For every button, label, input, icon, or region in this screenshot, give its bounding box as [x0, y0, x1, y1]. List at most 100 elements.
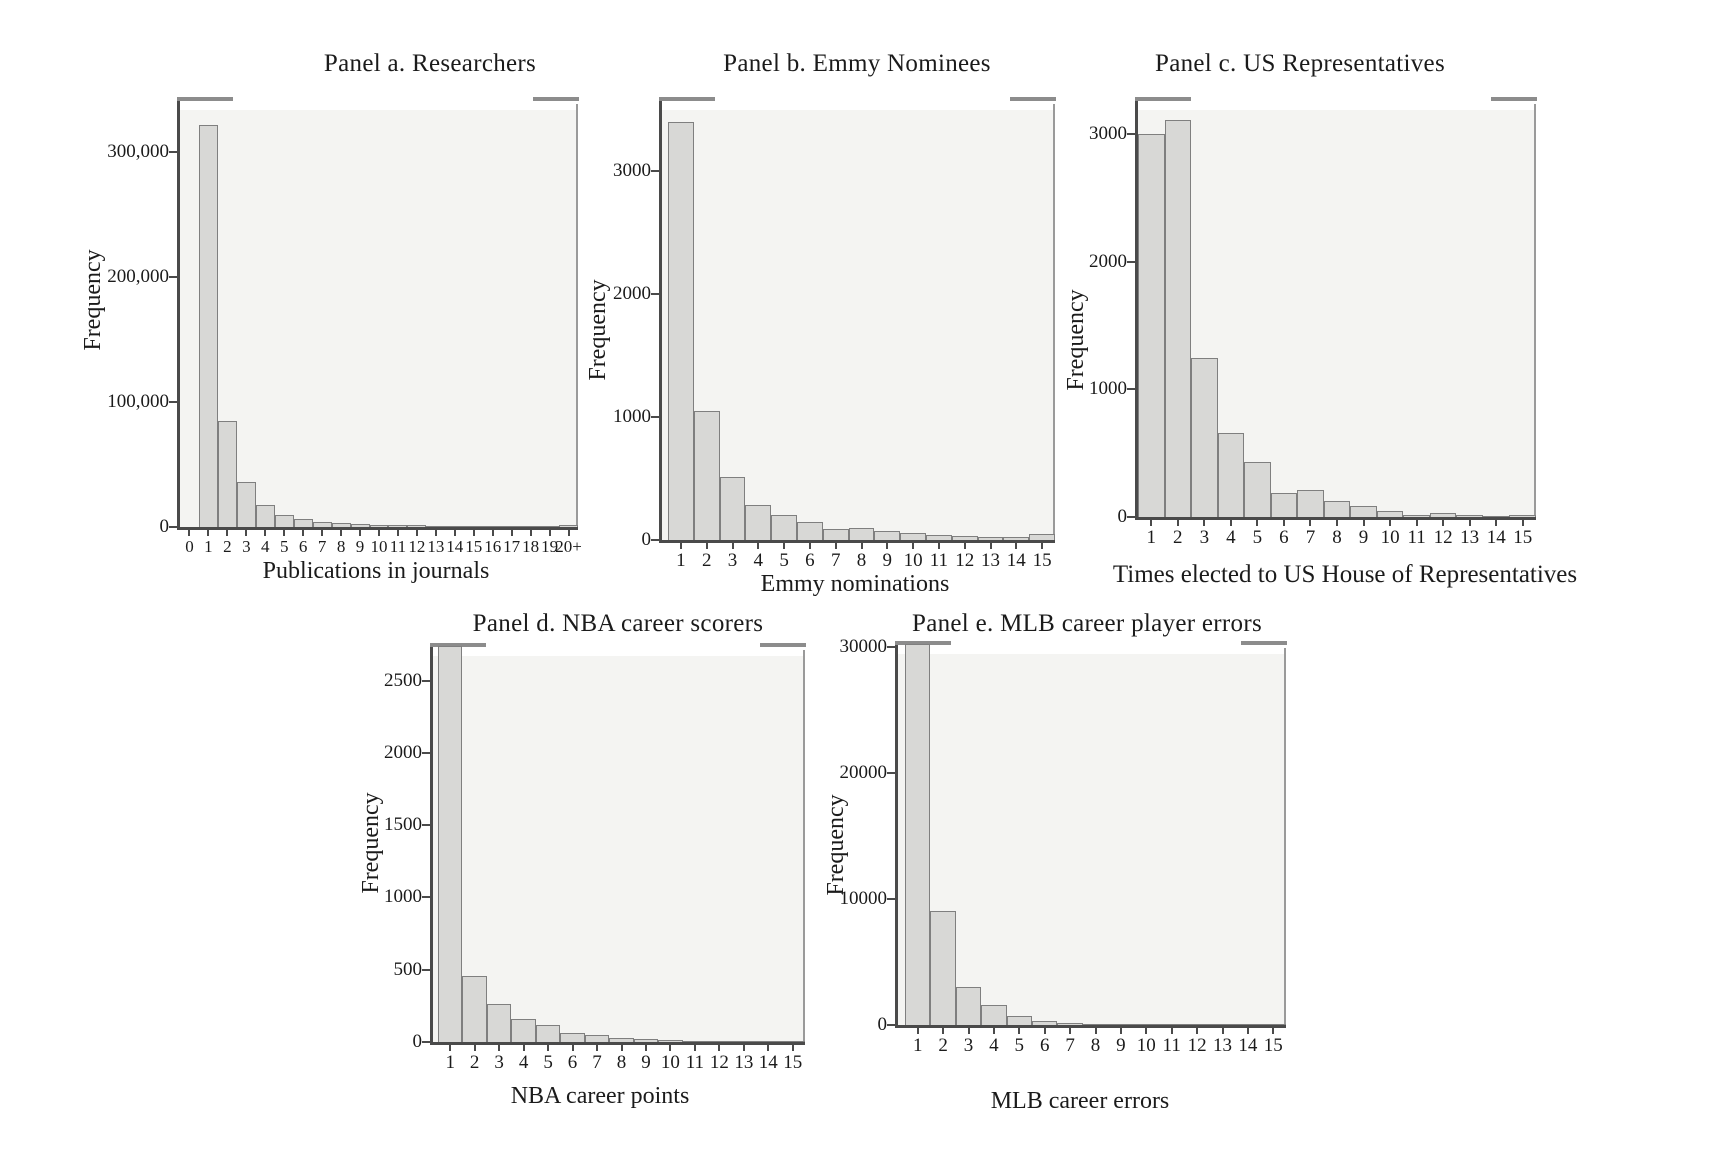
panel-b-plot: 0 1000 2000 3000 1 2 3 4 5 6 7 8 9 10 11 12 13 14 15 — [613, 97, 1056, 571]
bar-slot — [426, 100, 446, 527]
x-tick-label: 18 — [522, 537, 540, 556]
bar-slot — [502, 100, 522, 527]
x-tick-label: 11 — [1407, 527, 1426, 548]
x-tick-label: 7 — [830, 550, 841, 571]
x-tick-mark — [449, 1045, 452, 1051]
bar — [719, 477, 746, 540]
y-tick-mark — [651, 416, 659, 419]
y-tick-mark — [651, 170, 659, 173]
x-tick-mark — [1094, 1028, 1097, 1034]
y-tick-mark — [169, 401, 177, 404]
x-tick-label: 3 — [1199, 527, 1210, 548]
bar — [981, 1005, 1007, 1025]
bar-slot — [822, 100, 849, 540]
x-tick-mark — [378, 530, 380, 536]
x-tick-mark — [942, 1028, 945, 1034]
x-tick-label: 12 — [1187, 1035, 1207, 1056]
panel-d-x-axis-label: NBA career points — [510, 1083, 690, 1109]
bar-slot — [486, 646, 512, 1042]
x-tick-mark — [522, 1045, 525, 1051]
bar-slot — [1323, 100, 1351, 517]
y-tick-label: 1000 — [613, 406, 651, 428]
panel-a-plot: 0 100,000 200,000 300,000 0 1 2 3 4 5 6 7 8 9 10 11 12 13… — [107, 97, 582, 556]
x-tick-mark — [742, 1045, 745, 1051]
x-tick-mark — [1256, 520, 1259, 526]
x-tick-label: 15 — [783, 1052, 803, 1073]
bar-slot — [1429, 100, 1457, 517]
bar-slot — [848, 100, 875, 540]
plot-top-bracket-right — [1241, 641, 1287, 645]
x-tick-label: 1 — [1146, 527, 1157, 548]
bar — [905, 644, 931, 1025]
y-tick-mark — [1127, 133, 1135, 136]
plot-top-bracket-left — [430, 643, 486, 647]
x-tick-label: 2 — [469, 1052, 480, 1073]
y-tick-label: 100,000 — [107, 391, 169, 413]
x-tick-mark — [791, 1045, 794, 1051]
bar — [483, 525, 503, 527]
bar — [1209, 1023, 1236, 1025]
y-tick-mark — [422, 751, 430, 754]
x-tick-mark — [1336, 520, 1338, 526]
plot-background — [433, 656, 805, 1042]
y-tick-label: 1000 — [1089, 378, 1127, 400]
bar-slot — [745, 100, 772, 540]
y-tick-mark — [887, 1024, 895, 1026]
bar — [1403, 514, 1430, 517]
x-tick-mark — [264, 530, 267, 536]
y-tick-label: 0 — [159, 516, 170, 537]
x-tick-label: 12 — [709, 1052, 729, 1073]
x-tick-label: 10 — [370, 537, 388, 556]
bar — [350, 524, 370, 527]
x-tick-mark — [245, 530, 248, 536]
bar-slot — [1029, 100, 1055, 540]
y-tick-label: 2000 — [613, 283, 651, 305]
bar-slot — [1297, 100, 1324, 517]
x-tick-label: 13 — [980, 550, 1000, 571]
bar — [1297, 490, 1324, 517]
bar — [1456, 515, 1483, 517]
x-tick-mark — [705, 543, 708, 549]
x-tick-mark — [547, 1045, 550, 1051]
bar — [236, 482, 256, 527]
y-tick-label: 2000 — [384, 741, 422, 763]
x-tick-label: 7 — [1065, 1035, 1075, 1056]
x-tick-mark — [188, 530, 191, 536]
y-tick-label: 300,000 — [107, 141, 169, 163]
bar-slot — [274, 100, 294, 527]
bar — [1350, 506, 1377, 517]
x-tick-label: 10 — [1136, 1035, 1156, 1056]
bar-slot — [1057, 644, 1083, 1025]
plot-top-bracket-right — [533, 97, 579, 101]
bar-slot — [198, 100, 218, 527]
bar — [1159, 1023, 1185, 1025]
bar-slot — [1164, 100, 1192, 517]
bars-area — [433, 646, 806, 1042]
bar — [900, 533, 926, 540]
x-tick-mark — [992, 1028, 995, 1034]
x-tick-mark — [886, 543, 889, 549]
x-tick-label: 3 — [963, 1035, 974, 1056]
bar-slot — [1003, 100, 1030, 540]
bar-slot — [955, 644, 982, 1025]
x-tick-label: 12 — [1433, 527, 1453, 548]
x-tick-mark — [596, 1045, 599, 1051]
y-tick-label: 3000 — [1089, 123, 1127, 145]
x-tick-label: 15 — [1513, 527, 1533, 548]
x-tick-label: 8 — [1090, 1035, 1101, 1056]
bar-slot — [1032, 644, 1058, 1025]
x-tick-label: 6 — [1279, 527, 1289, 548]
x-tick-mark — [1521, 520, 1524, 526]
bar — [217, 420, 237, 527]
bar-slot — [312, 100, 332, 527]
bar-slot — [180, 100, 199, 527]
x-tick-mark — [808, 543, 811, 549]
x-tick-mark — [963, 543, 966, 549]
bar — [771, 515, 797, 540]
plot-right-border — [1053, 104, 1055, 540]
bar — [369, 524, 389, 527]
x-tick-mark — [989, 543, 992, 549]
y-tick-label: 20000 — [839, 761, 888, 783]
x-tick-label: 13 — [427, 537, 445, 556]
